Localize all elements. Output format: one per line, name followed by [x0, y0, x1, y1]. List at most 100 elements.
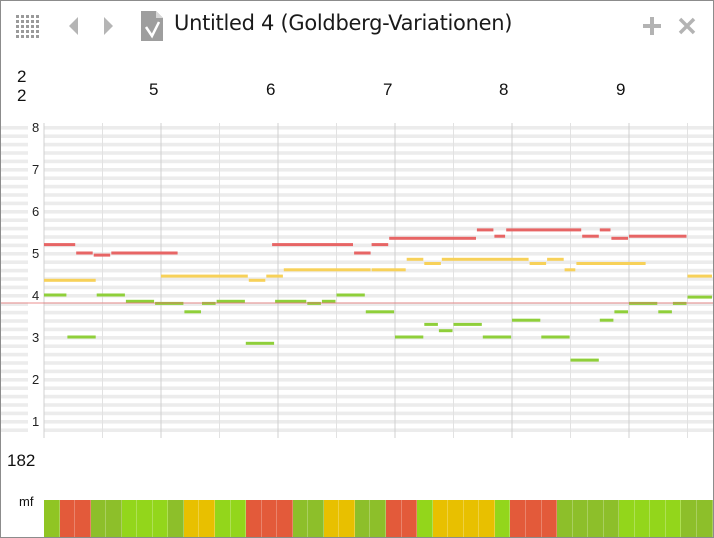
note-red[interactable]: [93, 253, 111, 257]
velocity-cell: [619, 500, 635, 537]
velocity-cell: [650, 500, 666, 537]
notes[interactable]: [44, 228, 713, 362]
note-green[interactable]: [44, 293, 67, 297]
note-green[interactable]: [67, 335, 96, 339]
note-green[interactable]: [184, 310, 201, 314]
note-green[interactable]: [275, 299, 307, 303]
note-yellow[interactable]: [161, 274, 248, 278]
note-green[interactable]: [453, 322, 482, 326]
note-green[interactable]: [672, 301, 687, 305]
note-green[interactable]: [321, 299, 336, 303]
dynamic-marking: mf: [19, 494, 34, 509]
note-red[interactable]: [44, 243, 76, 247]
pitch-label: 5: [32, 246, 39, 261]
close-icon[interactable]: [676, 15, 698, 37]
note-red[interactable]: [389, 236, 476, 240]
note-yellow[interactable]: [576, 262, 646, 265]
note-yellow[interactable]: [424, 262, 441, 265]
pitch-label: 2: [32, 372, 39, 387]
note-red[interactable]: [354, 251, 371, 255]
note-green[interactable]: [125, 299, 155, 303]
note-red[interactable]: [582, 234, 599, 238]
document-icon: [141, 11, 163, 41]
note-red[interactable]: [599, 228, 611, 232]
note-yellow[interactable]: [564, 268, 576, 272]
velocity-cell: [448, 500, 464, 537]
note-red[interactable]: [76, 251, 93, 255]
pitch-labels: 8 7 6 5 4 3 2 1: [32, 120, 39, 429]
velocity-bar[interactable]: [44, 500, 713, 537]
velocity-cell: [277, 500, 293, 537]
velocity-cell: [292, 500, 309, 537]
measure-number: 5: [149, 80, 159, 99]
note-red[interactable]: [494, 234, 506, 238]
note-green[interactable]: [482, 335, 512, 339]
velocity-cell: [106, 500, 122, 537]
measure-number: 8: [499, 80, 509, 99]
forward-icon[interactable]: [99, 15, 117, 37]
note-green[interactable]: [202, 301, 216, 305]
note-green[interactable]: [629, 301, 658, 305]
note-red[interactable]: [111, 251, 178, 255]
velocity-cell: [432, 500, 449, 537]
velocity-cell: [696, 500, 713, 537]
note-yellow[interactable]: [529, 262, 547, 265]
note-green[interactable]: [395, 335, 424, 339]
note-red[interactable]: [371, 243, 389, 247]
back-icon[interactable]: [65, 15, 83, 37]
velocity-cell: [308, 500, 324, 537]
note-yellow[interactable]: [441, 257, 529, 261]
pitch-label: 1: [32, 414, 39, 429]
velocity-cell: [401, 500, 418, 537]
note-yellow[interactable]: [248, 278, 266, 282]
measure-number: 9: [616, 80, 626, 99]
velocity-cell: [541, 500, 558, 537]
measure-number: 6: [266, 80, 276, 99]
note-green[interactable]: [599, 318, 614, 322]
pitch-label: 7: [32, 162, 39, 177]
note-green[interactable]: [614, 310, 628, 314]
title-bar: Untitled 4 (Goldberg-Variationen): [1, 1, 713, 51]
note-green[interactable]: [245, 341, 275, 345]
note-yellow[interactable]: [687, 274, 713, 278]
note-yellow[interactable]: [547, 257, 564, 261]
velocity-cell: [588, 500, 604, 537]
time-signature-bottom: 2: [17, 86, 27, 105]
plus-icon[interactable]: [641, 15, 663, 37]
velocity-cell: [463, 500, 480, 537]
velocity-cell: [215, 500, 231, 537]
note-red[interactable]: [476, 228, 494, 232]
grid-icon[interactable]: [15, 14, 39, 38]
velocity-cell: [323, 500, 340, 537]
velocity-cell: [510, 500, 526, 537]
note-yellow[interactable]: [283, 268, 371, 272]
note-green[interactable]: [216, 299, 245, 303]
note-red[interactable]: [611, 236, 628, 240]
note-green[interactable]: [512, 318, 541, 322]
time-signature-top: 2: [17, 67, 27, 86]
note-green[interactable]: [658, 310, 672, 314]
note-green[interactable]: [687, 295, 713, 299]
note-red[interactable]: [506, 228, 582, 232]
window-title: Untitled 4 (Goldberg-Variationen): [174, 11, 513, 35]
note-green[interactable]: [424, 322, 438, 326]
note-green[interactable]: [336, 293, 365, 297]
note-red[interactable]: [272, 243, 353, 247]
note-green[interactable]: [570, 358, 599, 362]
note-yellow[interactable]: [266, 274, 283, 278]
note-red[interactable]: [629, 234, 687, 238]
note-green[interactable]: [96, 293, 125, 297]
measure-number: 7: [383, 80, 393, 99]
velocity-cell: [339, 500, 355, 537]
velocity-cell: [168, 500, 184, 537]
note-yellow[interactable]: [371, 268, 406, 272]
note-yellow[interactable]: [44, 278, 96, 282]
note-green[interactable]: [365, 310, 395, 314]
note-green[interactable]: [438, 329, 453, 333]
note-green[interactable]: [541, 335, 570, 339]
note-yellow[interactable]: [406, 257, 424, 261]
note-green[interactable]: [307, 301, 321, 305]
note-green[interactable]: [155, 301, 184, 305]
velocity-cell: [525, 500, 542, 537]
